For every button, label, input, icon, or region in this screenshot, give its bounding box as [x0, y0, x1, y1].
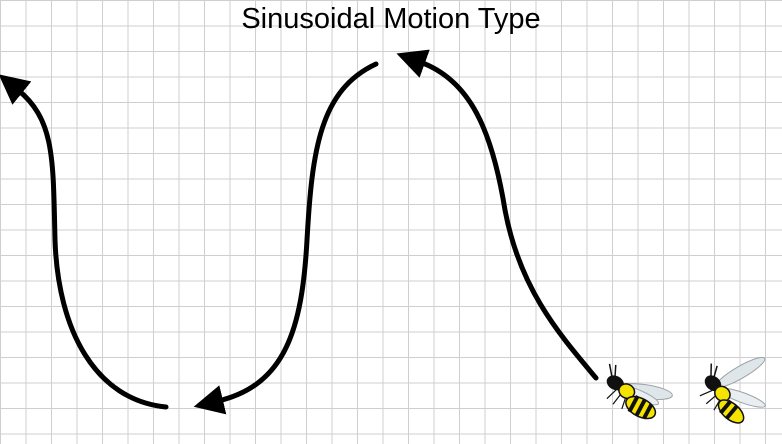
wasp-icon [699, 356, 766, 424]
path-segment-rising-left [0, 74, 169, 410]
path-segment-rising [396, 49, 599, 381]
wasp-icon [606, 363, 673, 420]
diagram-title: Sinusoidal Motion Type [241, 3, 541, 35]
path-segment-falling [193, 61, 379, 415]
